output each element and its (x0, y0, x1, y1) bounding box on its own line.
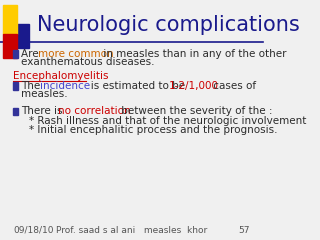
Text: exanthematous diseases.: exanthematous diseases. (21, 57, 155, 67)
Text: Are: Are (21, 48, 42, 59)
Text: is estimated to be: is estimated to be (81, 81, 188, 91)
Text: Encephalomyelitis: Encephalomyelitis (13, 71, 109, 81)
Text: Prof. saad s al ani   measles  khor: Prof. saad s al ani measles khor (56, 226, 207, 235)
Bar (13, 82, 18, 90)
Text: between the severity of the :: between the severity of the : (118, 106, 272, 116)
Text: * Initial encephalitic process and the prognosis.: * Initial encephalitic process and the p… (29, 125, 277, 135)
Text: The: The (21, 81, 44, 91)
Text: Neurologic complications: Neurologic complications (37, 15, 300, 35)
Text: There is: There is (21, 106, 66, 116)
Text: 57: 57 (239, 226, 250, 235)
Bar (13, 108, 18, 115)
Text: 09/18/10: 09/18/10 (13, 226, 54, 235)
Text: cases of: cases of (210, 81, 256, 91)
Text: no correlation: no correlation (58, 106, 131, 116)
Text: 1-2/1,000: 1-2/1,000 (169, 81, 219, 91)
Text: incidence: incidence (40, 81, 90, 91)
Bar (12, 24, 29, 48)
Bar (3, 5, 17, 34)
Text: * Rash illness and that of the neurologic involvement: * Rash illness and that of the neurologi… (29, 116, 306, 126)
Text: measles.: measles. (21, 89, 68, 99)
Bar (13, 50, 18, 58)
Text: in measles than in any of the other: in measles than in any of the other (100, 48, 287, 59)
Text: more common: more common (38, 48, 114, 59)
Bar (3, 34, 17, 58)
